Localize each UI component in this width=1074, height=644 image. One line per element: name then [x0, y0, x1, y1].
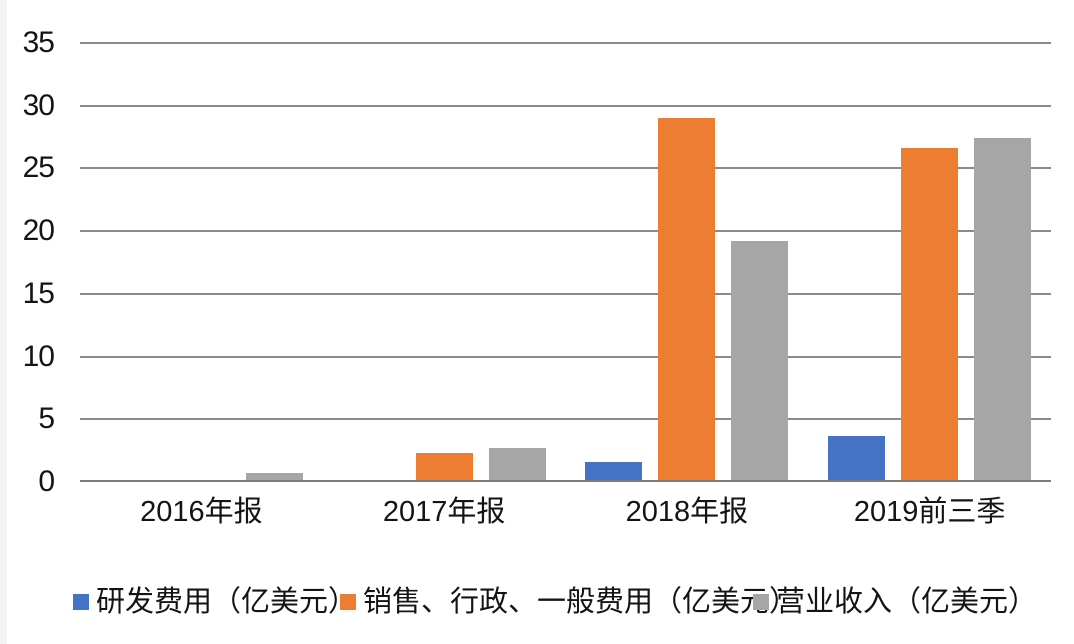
- legend-label: 研发费用（亿美元）: [96, 586, 358, 618]
- gridline-35: [80, 42, 1051, 44]
- x-category-label: 2019前三季: [853, 496, 1006, 528]
- legend-label: 营业收入（亿美元）: [776, 586, 1038, 618]
- bar: [488, 448, 546, 482]
- bar: [828, 435, 886, 482]
- x-category-label: 2017年报: [382, 496, 506, 528]
- legend-item-0: 研发费用（亿美元）: [73, 585, 357, 619]
- y-tick-label-25: 25: [22, 151, 55, 185]
- bar: [731, 241, 789, 482]
- x-axis-line: [80, 480, 1051, 482]
- legend-item-1: 销售、行政、一般费用（亿美元）: [340, 585, 798, 619]
- bar: [658, 118, 716, 482]
- y-tick-label-10: 10: [22, 339, 55, 373]
- legend-label: 销售、行政、一般费用（亿美元）: [363, 586, 799, 618]
- bar-group-2018年报: 2018年报: [566, 43, 809, 528]
- y-tick-label-35: 35: [22, 26, 55, 59]
- bar: [245, 473, 303, 482]
- plot-area: 2016年报 2017年报 2018年报 2019前三季: [80, 42, 1051, 528]
- legend: 研发费用（亿美元） 销售、行政、一般费用（亿美元） 营业收入（亿美元）: [0, 585, 1074, 630]
- gridline-10: [80, 355, 1051, 358]
- y-tick-label-0: 0: [38, 465, 55, 498]
- bar: [901, 148, 959, 482]
- y-tick-label-5: 5: [38, 402, 55, 436]
- left-edge-strip: [0, 0, 7, 644]
- legend-swatch-icon: [340, 594, 356, 610]
- legend-swatch-icon: [73, 594, 89, 610]
- bar-group-2017年报: 2017年报: [323, 43, 566, 528]
- x-category-label: 2018年报: [625, 496, 749, 528]
- gridline-20: [80, 230, 1051, 233]
- bar: [585, 461, 643, 482]
- y-tick-label-30: 30: [22, 88, 55, 122]
- bar: [974, 138, 1032, 482]
- gridline-30: [80, 104, 1051, 107]
- bar-group-2019前三季: 2019前三季: [808, 43, 1051, 528]
- bar-group-2016年报: 2016年报: [80, 43, 323, 528]
- y-tick-label-20: 20: [22, 214, 55, 248]
- gridline-15: [80, 292, 1051, 295]
- legend-item-2: 营业收入（亿美元）: [753, 585, 1037, 619]
- bar-groups: 2016年报 2017年报 2018年报 2019前三季: [80, 43, 1051, 528]
- y-axis-labels: 0 5 10 15 20 25 30 35: [0, 28, 56, 497]
- gridline-25: [80, 167, 1051, 170]
- bar: [415, 453, 473, 482]
- y-tick-label-15: 15: [22, 276, 55, 310]
- legend-swatch-icon: [753, 594, 769, 610]
- x-category-label: 2016年报: [140, 496, 263, 528]
- gridline-5: [80, 418, 1051, 421]
